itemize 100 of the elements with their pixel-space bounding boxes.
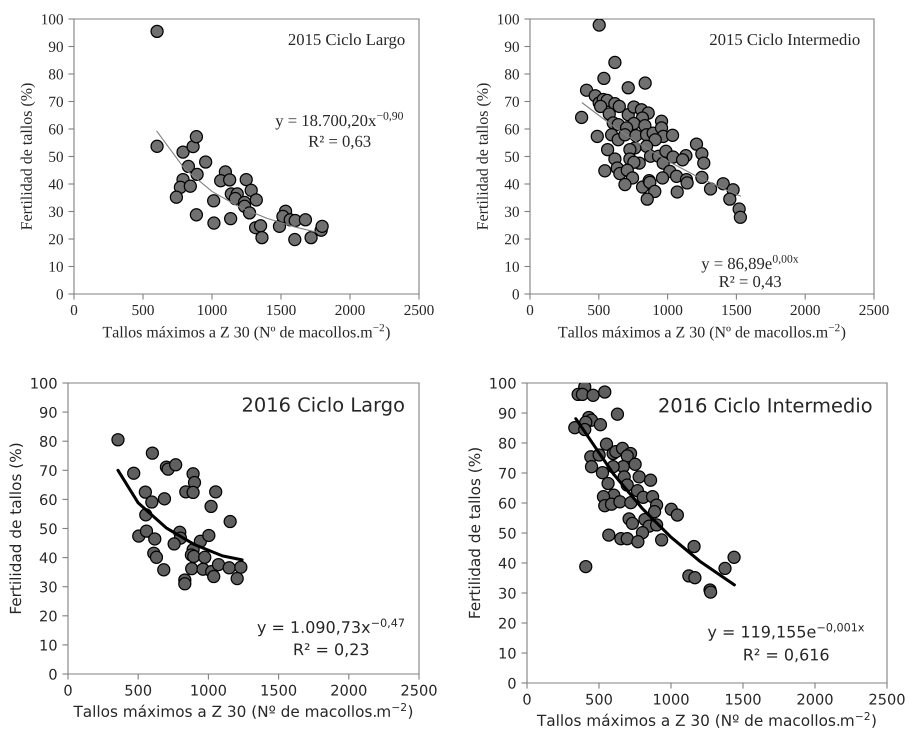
point <box>254 219 268 232</box>
x-tick-label: 2500 <box>404 304 434 316</box>
y-tick-label: 0 <box>512 289 519 300</box>
x-tick-label: 1500 <box>267 304 296 316</box>
y-tick-label: 90 <box>498 408 516 419</box>
point <box>184 180 197 193</box>
y-tick-label: 0 <box>56 289 63 300</box>
point <box>224 514 237 528</box>
x-tick-label: 2500 <box>402 684 437 696</box>
point <box>157 563 170 576</box>
point <box>315 220 329 233</box>
point <box>234 560 248 574</box>
point <box>111 433 125 446</box>
annotation: R² = 0,616 <box>744 648 829 662</box>
point <box>146 446 160 460</box>
point <box>127 466 140 480</box>
annotation: R² = 0,63 <box>308 136 371 150</box>
point <box>158 492 172 506</box>
y-tick-label: 0 <box>508 678 516 689</box>
y-tick-label: 60 <box>48 124 63 134</box>
annotation: y = 86,89e$^{0,00x}$ <box>701 254 798 273</box>
point <box>199 155 212 169</box>
point <box>150 140 164 153</box>
x-tick-label: 500 <box>586 694 612 705</box>
point <box>223 173 236 187</box>
y-tick-label: 10 <box>506 262 519 272</box>
x-tick-label: 2000 <box>331 684 366 696</box>
y-tick-label: 100 <box>31 378 57 389</box>
y-tick-label: 40 <box>504 179 519 190</box>
y-tick-label: 40 <box>48 179 63 190</box>
point <box>222 561 236 574</box>
y-tick-label: 80 <box>40 436 57 447</box>
point <box>224 212 238 226</box>
x-tick-label: 1000 <box>654 694 689 705</box>
y-tick-label: 70 <box>40 465 57 476</box>
text: 2015 Ciclo Largo <box>288 33 405 49</box>
y-tick-label: 90 <box>504 42 519 52</box>
y-tick-label: 90 <box>48 42 63 52</box>
y-tick-label: 50 <box>40 523 57 534</box>
y-tick-label: 100 <box>498 14 519 24</box>
x-tick-label: 1000 <box>191 684 226 696</box>
x-tick-label: 1000 <box>198 304 227 316</box>
x-axis-title: Tallos máximos a Z 30 (Nº de macollos.m$^{−2}$) <box>102 324 390 341</box>
point <box>185 562 198 576</box>
text: 2015 Ciclo Intermedio <box>710 33 860 46</box>
x-tick-label: 0 <box>70 304 78 316</box>
x-tick-label: 500 <box>132 304 154 316</box>
point <box>190 208 204 222</box>
x-axis-title: Tallos máximos a Z 30 (Nº de macollos.m$^{−2}$) <box>73 703 412 719</box>
point <box>140 524 154 538</box>
x-tick-label: 2000 <box>790 304 820 316</box>
y-tick-label: 60 <box>499 498 516 509</box>
point <box>190 168 204 182</box>
x-tick-label: 2000 <box>335 304 365 316</box>
x-axis-title: Tallos máximos a Z 30 (Nº de macollos.m$^{−2}$) <box>558 324 846 341</box>
y-tick-label: 20 <box>48 234 63 244</box>
x-tick-label: 0 <box>523 694 531 705</box>
point <box>298 213 312 226</box>
y-tick-label: 0 <box>49 668 57 680</box>
text: 2016 Ciclo Largo <box>242 396 404 416</box>
y-tick-label: 80 <box>504 69 519 80</box>
point <box>190 130 204 144</box>
point <box>240 172 253 186</box>
point <box>255 230 269 244</box>
y-tick-label: 10 <box>40 640 57 651</box>
y-tick-label: 20 <box>499 618 516 629</box>
point <box>207 194 220 208</box>
y-tick-label: 30 <box>505 206 519 217</box>
annotation: R² = 0,23 <box>294 643 368 657</box>
y-tick-label: 40 <box>40 552 57 564</box>
point <box>176 145 190 159</box>
annotation: y = 119,155e$^{−0,001x}$ <box>708 623 864 641</box>
point <box>170 190 184 204</box>
y-axis-title: Fertilidad de tallos (%) <box>468 448 482 618</box>
point <box>207 570 220 584</box>
y-tick-label: 50 <box>49 152 63 162</box>
annotation: y = 18.700,20x$^{−0,90}$ <box>275 112 404 130</box>
x-tick-label: 2000 <box>798 694 833 705</box>
y-tick-label: 20 <box>40 610 57 622</box>
x-tick-label: 1500 <box>722 304 752 316</box>
point <box>288 232 302 246</box>
point <box>187 550 200 564</box>
y-tick-label: 30 <box>499 588 516 599</box>
point <box>209 485 222 498</box>
y-tick-label: 70 <box>505 96 519 107</box>
point <box>304 230 318 244</box>
y-tick-label: 70 <box>499 468 516 479</box>
point <box>150 550 164 564</box>
point <box>250 193 263 207</box>
x-tick-label: 2500 <box>859 304 889 316</box>
y-tick-label: 80 <box>48 69 63 80</box>
y-tick-label: 80 <box>499 438 516 449</box>
text: 2016 Ciclo Intermedio <box>659 398 872 413</box>
point <box>202 528 216 542</box>
y-tick-label: 10 <box>500 648 516 659</box>
y-tick-label: 40 <box>498 558 516 569</box>
x-tick-label: 2500 <box>870 694 905 705</box>
line-series <box>582 102 742 197</box>
x-tick-label: 1500 <box>726 694 761 705</box>
x-tick-label: 1500 <box>262 684 296 696</box>
